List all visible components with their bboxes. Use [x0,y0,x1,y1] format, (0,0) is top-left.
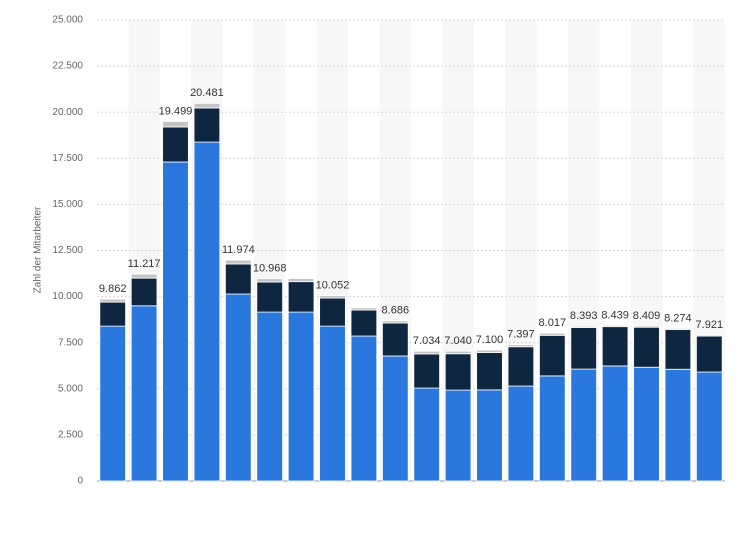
bar-segment [225,293,252,482]
bar-segment [633,325,660,328]
total-label: 7.034 [413,335,441,347]
bar-segment [162,121,189,128]
bar-segment [193,107,221,143]
total-label: 8.409 [633,310,661,322]
y-tick-label: 7.500 [58,337,83,348]
bar-segment [350,309,378,337]
y-tick-label: 10.000 [52,291,83,302]
y-tick-label: 15.000 [52,199,83,210]
bar-segment [319,325,346,482]
total-label: 19.499 [159,105,193,117]
bar-segment [507,344,535,348]
bar-segment [664,328,692,331]
total-label: 8.274 [664,312,692,324]
bar-segment [539,332,566,336]
bar-segment [413,350,440,355]
bar-segment [256,281,283,313]
total-label: 20.481 [190,87,224,99]
y-tick-label: 2.500 [58,430,83,441]
total-label: 8.686 [382,305,410,317]
bar-segment [130,273,158,279]
y-tick-label: 22.500 [52,61,83,72]
y-tick-label: 12.500 [52,245,83,256]
bar-segment [413,387,440,482]
bar-segment [444,350,472,355]
bar-segment [350,335,378,482]
bar-segment [601,324,629,328]
bar-segment [444,353,472,391]
bar-segment [696,335,723,373]
bar-segment [319,297,346,327]
total-label: 9.862 [99,283,127,295]
bar-segment [570,368,597,482]
bar-segment [382,355,409,482]
bar-segment [382,322,409,357]
bar-segment [319,295,346,299]
bar-segment [507,385,535,482]
total-label: 10.052 [316,280,350,292]
bar-segment [664,368,692,482]
bar-segment [413,353,440,389]
bar-segment [696,371,723,482]
bar-segment [225,259,252,265]
bar-segment [99,298,126,303]
bar-segment [130,277,158,307]
bar-segment [256,278,283,283]
total-label: 11.974 [222,244,255,256]
bar-segment [130,305,158,482]
y-tick-label: 17.500 [52,153,83,164]
bar-segment [633,326,660,368]
total-label: 7.397 [507,329,535,341]
bar-segment [539,334,566,377]
bar-segment [99,301,126,327]
bar-segment [601,326,629,367]
total-label: 8.393 [570,310,598,322]
bar-segment [287,278,315,283]
total-label: 10.968 [253,263,287,275]
bar-segment [99,325,126,482]
bar-segment [193,102,221,109]
bar-segment [162,161,189,482]
bar-segment [570,325,597,328]
bar-segment [570,327,597,370]
total-label: 8.439 [601,309,629,321]
bar-segment [287,281,315,313]
total-label: 11.217 [128,258,161,270]
total-label: 7.921 [696,319,724,331]
bar-segment [507,346,535,387]
bar-segment [225,263,252,295]
bar-segment [193,141,221,482]
total-label: 8.017 [539,317,567,329]
bar-segment [476,349,503,353]
bar-segment [256,311,283,482]
bar-segment [162,126,189,163]
bar-segment [601,365,629,482]
bar-segment [633,366,660,482]
bar-segment [696,334,723,337]
bar-segment [539,375,566,482]
bar-segment [287,311,315,482]
bar-segment [382,320,409,324]
total-label: 7.100 [476,334,504,346]
y-tick-label: 20.000 [52,107,83,118]
y-tick-label: 0 [77,476,83,487]
y-tick-label: 5.000 [58,383,83,394]
total-label: 7.040 [444,335,472,347]
bar-segment [350,307,378,311]
y-tick-label: 25.000 [52,15,83,26]
y-axis-label: Zahl der Mitarbeiter [33,206,44,293]
bar-segment [476,352,503,391]
bar-segment [664,329,692,370]
bar-segment [476,389,503,482]
bar-segment [444,389,472,482]
